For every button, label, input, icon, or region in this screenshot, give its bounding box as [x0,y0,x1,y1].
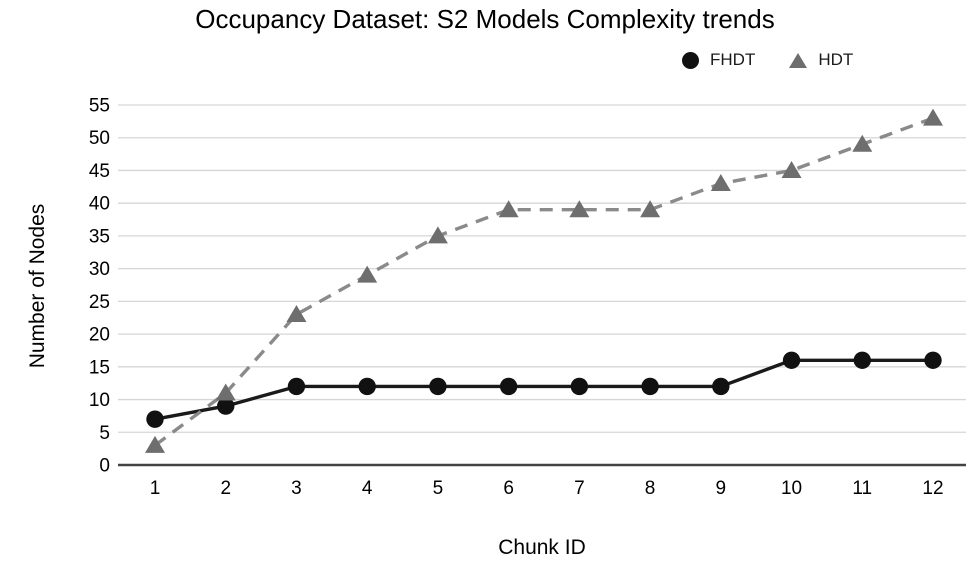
y-tick-label: 5 [99,423,110,444]
data-point-fhdt [287,377,306,396]
data-point-fhdt [853,351,871,369]
y-tick-label: 35 [89,226,110,247]
x-tick-label: 1 [150,478,161,499]
x-tick-label: 6 [503,478,514,499]
data-point-hdt [923,108,943,126]
y-tick-label: 15 [89,357,110,378]
y-tick-label: 55 [89,96,110,117]
y-tick-label: 25 [89,292,110,313]
triangle-marker-icon [789,52,808,68]
legend: FHDT HDT [682,50,853,70]
data-point-hdt [640,200,661,218]
y-tick-label: 10 [89,390,110,411]
y-tick-label: 40 [89,194,110,215]
x-tick-label: 12 [922,478,943,499]
legend-label-fhdt: FHDT [710,50,756,69]
data-point-hdt [427,226,448,244]
x-tick-label: 3 [291,478,302,499]
data-point-hdt [145,435,165,453]
data-point-fhdt [712,377,730,396]
x-tick-label: 8 [645,478,656,499]
series-line-fhdt [154,358,933,421]
legend-label-hdt: HDT [818,50,854,69]
x-tick-label: 7 [574,478,585,499]
x-tick-label: 5 [433,478,444,499]
x-tick-label: 2 [220,478,231,499]
x-axis-title: Chunk ID [498,536,586,559]
data-point-hdt [569,200,590,218]
y-tick-label: 30 [89,259,110,280]
y-tick-label: 20 [89,325,110,346]
x-tick-label: 4 [362,478,373,499]
data-point-fhdt [499,377,518,396]
y-tick-label: 45 [89,161,110,182]
x-tick-label: 10 [781,478,802,499]
series-line-hdt [153,116,934,447]
data-point-hdt [357,265,378,283]
data-point-fhdt [641,377,659,396]
data-point-fhdt [924,351,942,369]
data-point-fhdt [146,410,164,428]
data-point-hdt [498,200,519,218]
legend-item-hdt: HDT [789,50,853,70]
data-point-fhdt [217,397,235,415]
data-point-fhdt [782,351,801,369]
data-point-hdt [215,383,236,401]
legend-item-fhdt: FHDT [682,50,755,70]
circle-marker-icon [682,51,699,69]
data-point-hdt [852,134,873,152]
data-point-hdt [781,160,802,178]
data-point-fhdt [570,377,589,396]
y-tick-label: 50 [89,128,110,149]
x-tick-label: 11 [852,478,872,499]
data-point-fhdt [358,377,376,396]
chart-title: Occupancy Dataset: S2 Models Complexity … [195,4,775,34]
data-point-hdt [286,304,307,322]
y-tick-label: 0 [99,456,110,477]
y-axis-title: Number of Nodes [26,203,49,369]
x-tick-label: 9 [716,478,727,499]
data-point-fhdt [429,377,447,396]
data-point-hdt [710,174,731,192]
